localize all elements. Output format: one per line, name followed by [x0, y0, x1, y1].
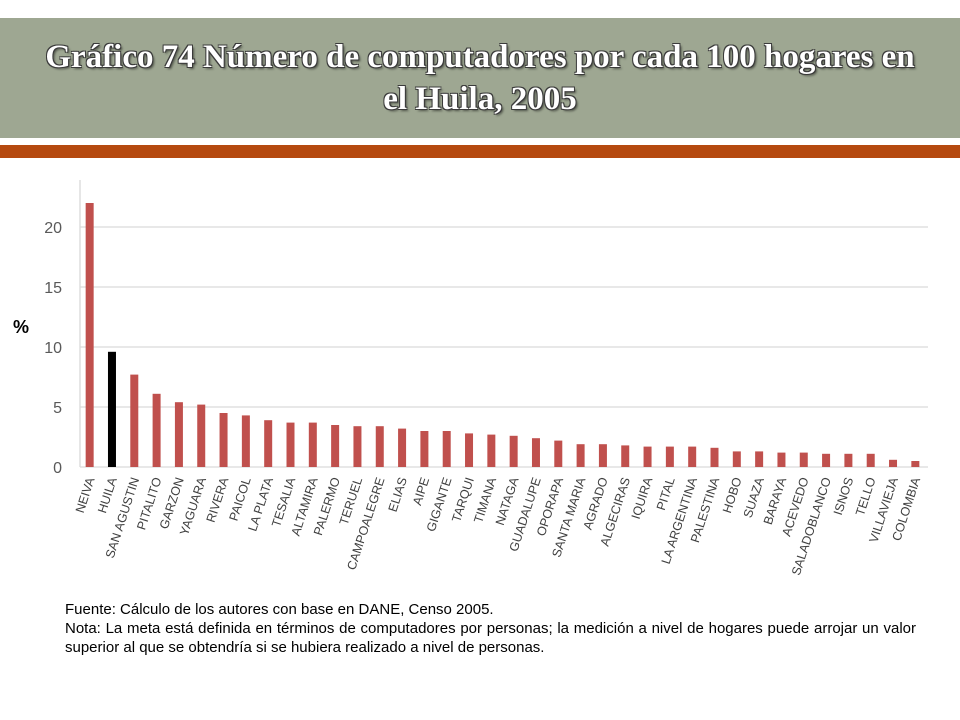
bar-oporapa: [554, 440, 563, 467]
y-tick-label: 5: [53, 400, 62, 417]
bar-elias: [398, 428, 407, 467]
bar-paicol: [241, 415, 250, 467]
bar-saladoblanco: [822, 453, 831, 467]
y-tick-label: 10: [44, 340, 62, 357]
x-tick-label: IQUIRA: [629, 475, 656, 521]
bar-altamira: [308, 422, 317, 467]
bar-tello: [866, 453, 875, 467]
bar-acevedo: [799, 452, 808, 467]
gridlines: [80, 226, 928, 468]
y-tick-label: 0: [53, 460, 62, 477]
bar-pital: [665, 446, 674, 467]
bar-villavieja: [889, 459, 898, 467]
bar-neiva: [85, 203, 94, 467]
x-tick-label: PITAL: [654, 476, 678, 513]
bar-agrado: [598, 444, 607, 467]
bar-gigante: [442, 431, 451, 467]
bar-yaguara: [197, 404, 206, 467]
bar-colombia: [911, 461, 920, 467]
title-band: Gráfico 74 Número de computadores por ca…: [0, 18, 960, 138]
chart-title-line-2: el Huila, 2005: [383, 81, 577, 117]
bar-baraya: [777, 452, 786, 467]
bar-isnos: [844, 453, 853, 467]
bar-nataga: [509, 435, 518, 467]
bar-huila: [107, 351, 116, 467]
bar-aipe: [420, 431, 429, 467]
x-tick-label: AIPE: [410, 476, 432, 507]
chart-title-line-1: Gráfico 74 Número de computadores por ca…: [45, 39, 915, 75]
bar-hobo: [732, 451, 741, 467]
bar-palermo: [331, 425, 340, 467]
bar-palestina: [710, 447, 719, 467]
title-divider-thin: [0, 139, 960, 142]
x-tick-label: HUILA: [95, 475, 120, 515]
y-axis-label: %: [13, 317, 29, 337]
bar-san-agustin: [130, 374, 139, 467]
x-tick-label: HOBO: [720, 475, 745, 515]
methodology-note: Nota: La meta está definida en términos …: [65, 620, 916, 656]
y-tick-labels: 0 5 10 15 20: [44, 220, 62, 477]
bar-la-argentina: [688, 446, 697, 467]
chart-notes: Fuente: Cálculo de los autores con base …: [65, 600, 916, 657]
y-tick-label: 20: [44, 220, 62, 237]
bar-garzon: [174, 402, 183, 467]
bar-guadalupe: [531, 438, 540, 467]
x-tick-label: ISNOS: [831, 476, 856, 517]
bar-tesalia: [286, 422, 295, 467]
bar-campoalegre: [375, 426, 384, 467]
source-note: Fuente: Cálculo de los autores con base …: [65, 601, 494, 618]
bar-la-plata: [264, 420, 273, 467]
x-tick-label: ELIAS: [386, 476, 410, 514]
bar-santa-maria: [576, 444, 585, 467]
bar-algeciras: [621, 445, 630, 467]
bar-timana: [487, 434, 496, 467]
bar-rivera: [219, 413, 228, 467]
bar-iquira: [643, 446, 652, 467]
bar-pitalito: [152, 393, 161, 467]
x-tick-label: TELLO: [853, 475, 879, 517]
title-divider-accent: [0, 145, 960, 158]
bar-teruel: [353, 426, 362, 467]
x-tick-label: NEIVA: [73, 475, 98, 515]
bar-suaza: [755, 451, 764, 467]
y-tick-label: 15: [44, 280, 62, 297]
bars: [85, 203, 920, 467]
bar-tarqui: [465, 433, 474, 467]
